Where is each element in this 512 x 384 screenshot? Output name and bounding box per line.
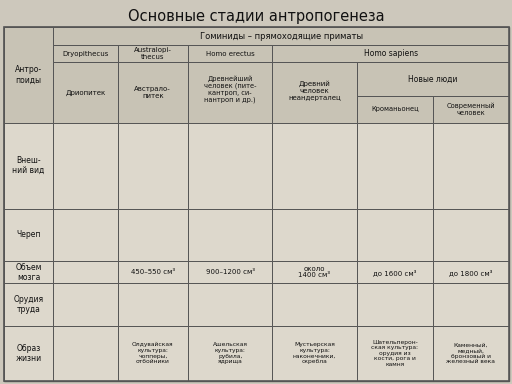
Text: до 1800 см³: до 1800 см³ <box>449 268 493 276</box>
Text: Homo erectus: Homo erectus <box>206 51 254 57</box>
Text: Гоминиды – прямоходящие приматы: Гоминиды – прямоходящие приматы <box>200 31 362 41</box>
Bar <box>433 123 509 209</box>
Bar <box>188 261 272 283</box>
Bar <box>53 283 118 326</box>
Text: Австрало-
питек: Австрало- питек <box>135 86 171 99</box>
Bar <box>118 62 188 123</box>
Text: 900–1200 см³: 900–1200 см³ <box>206 269 254 275</box>
Text: Древний
человек
неандерталец: Древний человек неандерталец <box>288 81 341 101</box>
Bar <box>188 326 272 381</box>
Bar <box>433 96 509 123</box>
Bar <box>272 261 357 283</box>
Bar <box>433 209 509 261</box>
Text: Дриопитек: Дриопитек <box>66 89 105 96</box>
Bar <box>4 27 53 123</box>
Bar <box>53 261 118 283</box>
Bar <box>53 326 118 381</box>
Bar <box>118 123 188 209</box>
Text: Череп: Череп <box>16 230 41 239</box>
Text: Объем
мозга: Объем мозга <box>15 263 42 281</box>
Bar <box>188 209 272 261</box>
Bar <box>357 326 433 381</box>
Bar <box>357 123 433 209</box>
Bar <box>433 261 509 283</box>
Bar <box>188 283 272 326</box>
Bar <box>53 62 118 123</box>
Bar <box>4 261 53 283</box>
Bar <box>53 209 118 261</box>
Text: Образ
жизни: Образ жизни <box>15 344 41 363</box>
Text: до 1600 см³: до 1600 см³ <box>373 268 416 276</box>
Text: Древнейший
человек (пите-
кантроп, си-
нантроп и др.): Древнейший человек (пите- кантроп, си- н… <box>204 76 257 104</box>
Bar <box>118 45 188 62</box>
Text: Шательперон-
ская культура:
орудия из
кости, рога и
камня: Шательперон- ская культура: орудия из ко… <box>371 339 418 367</box>
Text: Australopi-
thecus: Australopi- thecus <box>134 47 172 60</box>
Text: Антро-
поиды: Антро- поиды <box>15 65 42 84</box>
Text: Основные стадии антропогенеза: Основные стадии антропогенеза <box>127 8 385 23</box>
Bar <box>4 209 53 261</box>
Text: около
1400 см³: около 1400 см³ <box>298 266 331 278</box>
Text: Внеш-
ний вид: Внеш- ний вид <box>12 156 45 175</box>
Bar <box>188 123 272 209</box>
Text: Орудия
труда: Орудия труда <box>13 295 44 314</box>
Text: Ашельская
культура:
рубила,
ядрища: Ашельская культура: рубила, ядрища <box>212 343 248 364</box>
Bar <box>357 62 509 96</box>
Text: Современный
человек: Современный человек <box>446 103 495 116</box>
Bar <box>4 326 53 381</box>
Bar <box>118 261 188 283</box>
Bar <box>53 45 118 62</box>
Bar <box>118 209 188 261</box>
Text: Homo sapiens: Homo sapiens <box>364 49 418 58</box>
Text: 450–550 см³: 450–550 см³ <box>131 269 175 275</box>
Bar <box>272 326 357 381</box>
Text: Кроманьонец: Кроманьонец <box>371 106 419 112</box>
Bar <box>357 283 433 326</box>
Bar <box>188 45 272 62</box>
Text: Мустьерская
культура:
наконечники,
скребла: Мустьерская культура: наконечники, скреб… <box>293 343 336 364</box>
Bar <box>357 261 433 283</box>
Text: Dryopithecus: Dryopithecus <box>62 51 109 57</box>
Text: Олдувайская
культура:
чопперы,
отбойники: Олдувайская культура: чопперы, отбойники <box>132 342 174 364</box>
Bar <box>4 283 53 326</box>
Bar <box>272 45 509 62</box>
Bar <box>272 62 357 123</box>
Bar <box>433 326 509 381</box>
Bar <box>53 27 509 45</box>
Bar <box>4 123 53 209</box>
Bar <box>118 326 188 381</box>
Bar <box>272 209 357 261</box>
Bar <box>272 123 357 209</box>
Bar <box>357 96 433 123</box>
Bar <box>357 209 433 261</box>
Text: Новые люди: Новые люди <box>408 74 458 83</box>
Bar <box>433 283 509 326</box>
Text: Каменный,
медный,
бронзовый и
железный века: Каменный, медный, бронзовый и железный в… <box>446 342 495 364</box>
Bar <box>272 283 357 326</box>
Bar <box>53 123 118 209</box>
Bar <box>118 283 188 326</box>
Bar <box>188 62 272 123</box>
